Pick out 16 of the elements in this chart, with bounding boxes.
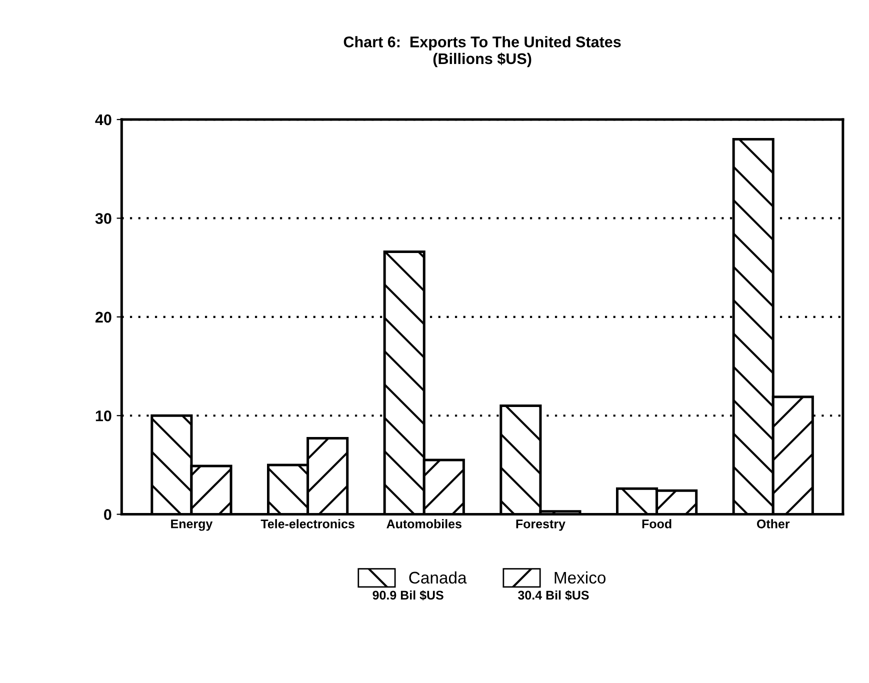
legend-label: Mexico bbox=[554, 571, 606, 584]
y-tick-label: 10 bbox=[96, 410, 112, 422]
x-tick-label: Food bbox=[642, 519, 672, 528]
legend-label: Canada bbox=[409, 571, 467, 584]
y-tick-label: 20 bbox=[95, 312, 112, 323]
x-tick-label: Automobiles bbox=[386, 519, 462, 528]
text: 30.4 Bil $US bbox=[518, 590, 589, 600]
y-tick-label: 40 bbox=[95, 114, 112, 126]
x-tick-label: Energy bbox=[171, 520, 213, 531]
y-tick-label: 30 bbox=[95, 213, 112, 224]
x-tick-label: Other bbox=[756, 519, 790, 528]
x-tick-label: Forestry bbox=[516, 520, 566, 531]
text: 90.9 Bil $US bbox=[372, 590, 444, 600]
x-tick-label: Tele-electronics bbox=[260, 519, 354, 528]
chart-title: Chart 6: Exports To The United States (Billions $US) bbox=[344, 36, 621, 68]
y-tick-label: 0 bbox=[104, 509, 112, 520]
